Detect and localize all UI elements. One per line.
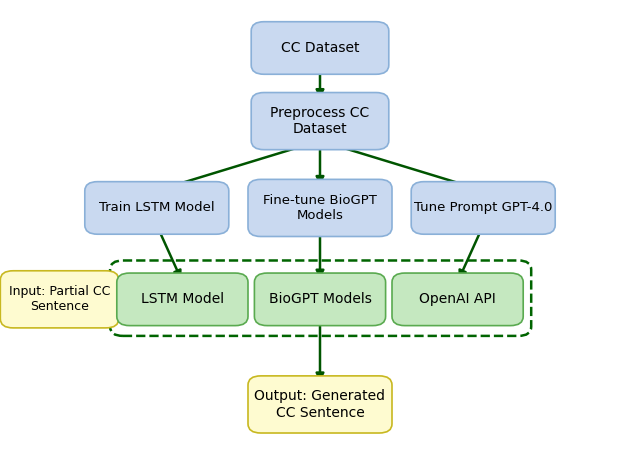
FancyBboxPatch shape [116,273,248,325]
Text: Input: Partial CC
Sentence: Input: Partial CC Sentence [9,285,110,314]
Text: OpenAI API: OpenAI API [419,292,496,306]
FancyBboxPatch shape [85,181,229,234]
Text: BioGPT Models: BioGPT Models [269,292,371,306]
Text: Preprocess CC
Dataset: Preprocess CC Dataset [270,106,370,136]
FancyBboxPatch shape [392,273,523,325]
Text: LSTM Model: LSTM Model [141,292,224,306]
FancyBboxPatch shape [248,376,392,433]
FancyBboxPatch shape [254,273,385,325]
FancyBboxPatch shape [248,180,392,237]
FancyBboxPatch shape [251,21,388,74]
Text: Train LSTM Model: Train LSTM Model [99,202,214,214]
Text: Fine-tune BioGPT
Models: Fine-tune BioGPT Models [263,194,377,222]
FancyBboxPatch shape [412,181,555,234]
Text: Tune Prompt GPT-4.0: Tune Prompt GPT-4.0 [414,202,552,214]
FancyBboxPatch shape [251,93,388,150]
Text: CC Dataset: CC Dataset [281,41,359,55]
Text: Output: Generated
CC Sentence: Output: Generated CC Sentence [255,389,385,420]
FancyBboxPatch shape [1,271,119,328]
